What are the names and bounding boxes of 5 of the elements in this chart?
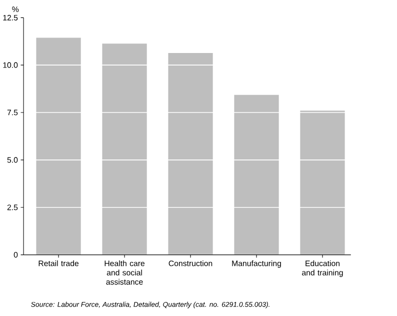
bar bbox=[102, 44, 147, 255]
bar bbox=[234, 94, 279, 255]
bar bbox=[300, 110, 345, 255]
bar bbox=[168, 52, 213, 255]
bar bbox=[36, 38, 81, 255]
